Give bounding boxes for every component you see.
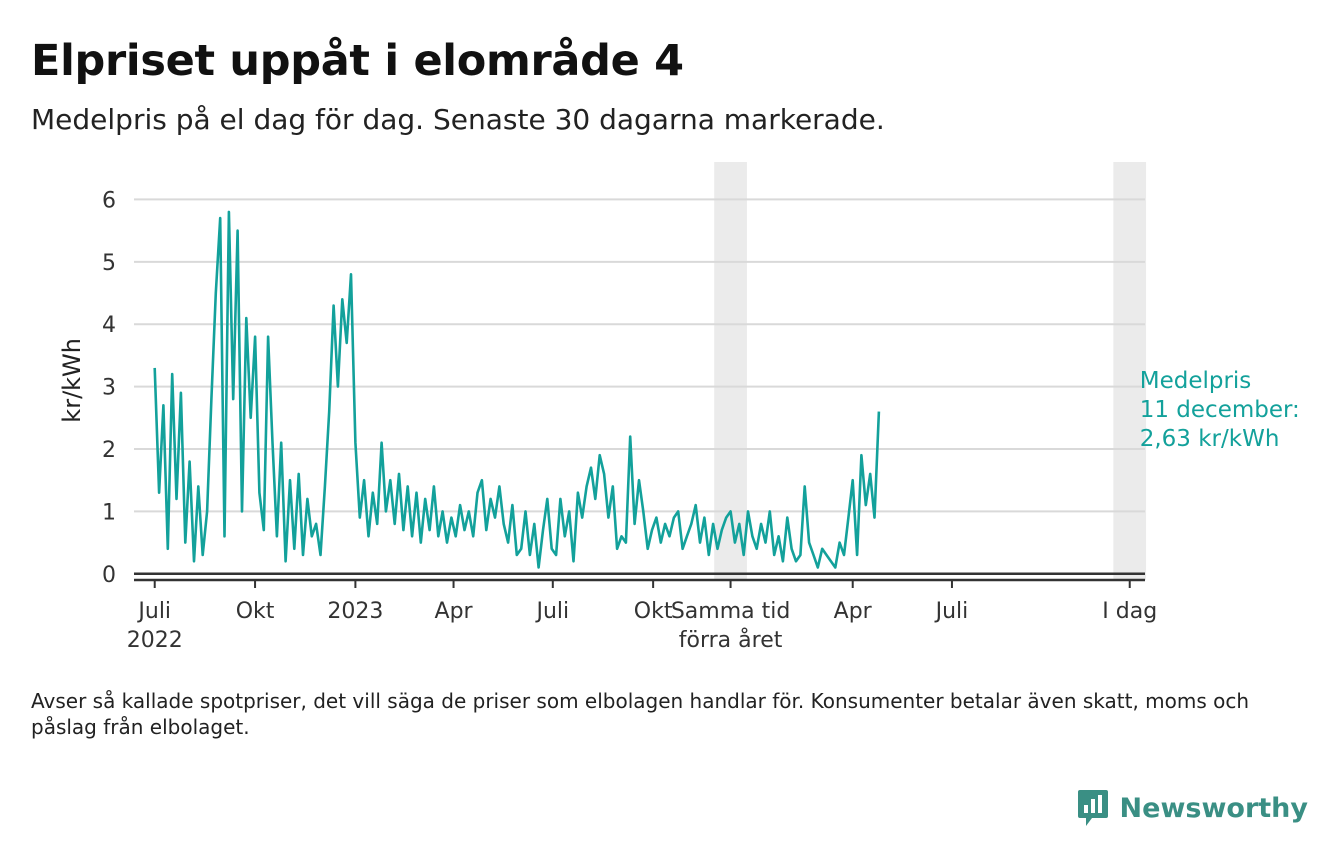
x-tick-label: Juli bbox=[534, 599, 569, 624]
annotation-text: Medelpris bbox=[1140, 368, 1252, 394]
brand-logo: Newsworthy bbox=[1076, 788, 1308, 828]
x-tick-label: Okt bbox=[634, 599, 673, 624]
footnote: Avser så kallade spotpriser, det vill sä… bbox=[31, 689, 1250, 739]
highlight-band bbox=[1113, 162, 1147, 580]
bar-chart-speech-bubble-icon bbox=[1077, 790, 1108, 826]
y-tick-label: 6 bbox=[102, 188, 116, 213]
x-tick-label: I dag bbox=[1102, 599, 1157, 624]
series-line bbox=[153, 210, 881, 569]
x-tick-label: förra året bbox=[679, 627, 783, 653]
x-tick-label: Juli bbox=[136, 599, 171, 624]
chart-title: Elpriset uppåt i elområde 4 bbox=[31, 36, 684, 86]
x-tick-label: 2023 bbox=[327, 599, 383, 624]
x-tick-label: Apr bbox=[834, 599, 873, 624]
line-chart: 0 1 2 3 4 5 6 kr/kWh Juli 2022 Okt 2023 Apr Juli Okt… bbox=[58, 162, 1300, 653]
y-tick-labels: 0 1 2 3 4 5 6 bbox=[102, 188, 116, 587]
annotation-text: 11 december: bbox=[1140, 397, 1300, 423]
x-tick-label: Okt bbox=[236, 599, 275, 624]
annotation-text: 2,63 kr/kWh bbox=[1140, 426, 1280, 452]
x-axis bbox=[134, 572, 1145, 588]
gridlines bbox=[134, 198, 1145, 513]
x-tick-label: Apr bbox=[435, 599, 474, 624]
x-tick-label: Juli bbox=[934, 599, 969, 624]
x-tick-label: Samma tid bbox=[671, 599, 791, 624]
highlight-bands bbox=[714, 162, 1147, 580]
x-tick-label: 2022 bbox=[127, 628, 183, 653]
brand-name: Newsworthy bbox=[1119, 792, 1308, 824]
latest-value-annotation: Medelpris 11 december: 2,63 kr/kWh bbox=[1140, 368, 1300, 452]
y-tick-label: 0 bbox=[102, 563, 116, 588]
price-line bbox=[153, 210, 881, 569]
y-tick-label: 3 bbox=[102, 376, 116, 401]
y-tick-label: 5 bbox=[102, 251, 116, 276]
y-tick-label: 2 bbox=[102, 438, 116, 463]
y-tick-label: 1 bbox=[102, 500, 116, 525]
chart-subtitle: Medelpris på el dag för dag. Senaste 30 … bbox=[31, 103, 885, 136]
y-tick-label: 4 bbox=[102, 313, 116, 338]
y-axis-label: kr/kWh bbox=[58, 338, 86, 423]
